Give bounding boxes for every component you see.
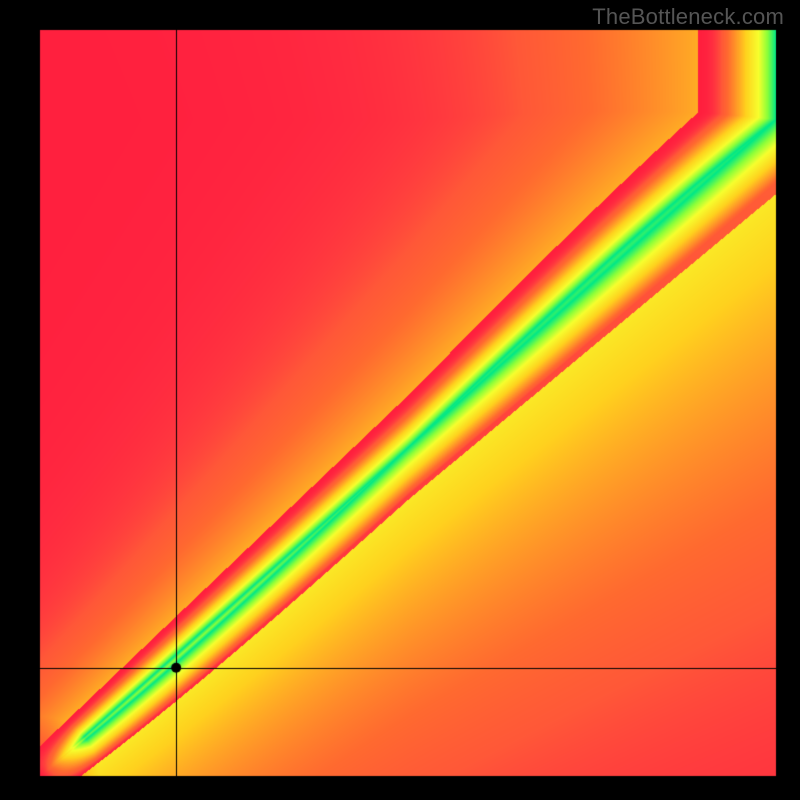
attribution-label: TheBottleneck.com [592,4,784,30]
chart-container: TheBottleneck.com [0,0,800,800]
bottleneck-heatmap [0,0,800,800]
